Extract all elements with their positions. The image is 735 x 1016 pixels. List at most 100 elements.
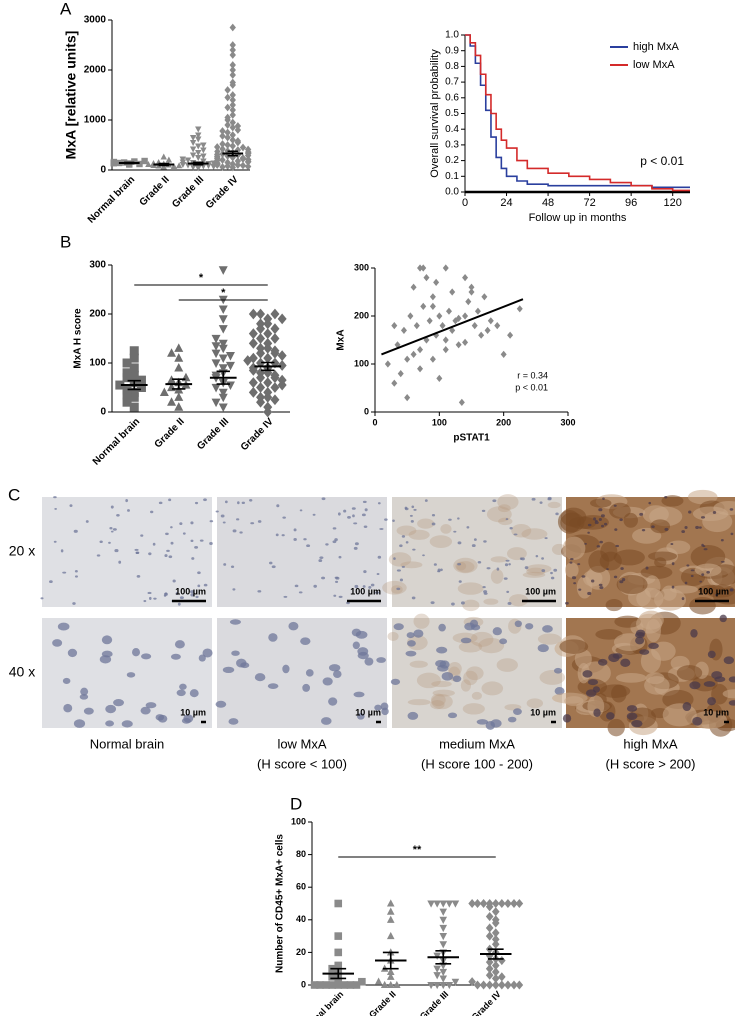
nucleus: [374, 591, 379, 594]
point: [491, 915, 500, 925]
y-tick-label: 0: [100, 407, 106, 418]
point: [491, 928, 500, 938]
point: [462, 312, 469, 320]
point: [485, 923, 494, 933]
nucleus: [135, 551, 140, 554]
stain: [564, 696, 584, 706]
nucleus: [553, 667, 563, 674]
stain: [669, 585, 698, 594]
point: [224, 113, 231, 122]
x-tick-label: Grade IV: [239, 416, 276, 453]
nucleus: [203, 583, 208, 587]
point: [462, 338, 469, 346]
point: [485, 911, 494, 922]
nucleus: [448, 518, 452, 521]
point: [474, 307, 481, 315]
nucleus: [334, 576, 339, 579]
nucleus: [720, 539, 724, 542]
point: [270, 333, 280, 344]
stain: [640, 565, 673, 579]
point: [386, 907, 395, 915]
point: [451, 900, 460, 908]
point: [334, 961, 343, 970]
column-caption: high MxA: [623, 736, 678, 751]
tissue: [217, 497, 387, 607]
point: [245, 148, 252, 156]
point: [439, 975, 448, 983]
x-tick-label: Grade II: [153, 416, 187, 450]
stain: [560, 512, 585, 533]
nucleus: [232, 588, 236, 591]
nucleus: [399, 544, 403, 548]
nucleus: [505, 559, 510, 562]
nucleus: [571, 576, 577, 580]
y-tick-label: 0.9: [445, 45, 459, 56]
column-caption: Normal brain: [90, 736, 164, 751]
nucleus: [363, 570, 367, 574]
point: [229, 101, 236, 109]
nucleus: [565, 601, 569, 605]
scale-bar-label: 10 µm: [355, 707, 381, 717]
nucleus: [62, 677, 71, 685]
nucleus: [703, 548, 708, 551]
nucleus: [621, 578, 626, 582]
stain: [453, 557, 478, 574]
point: [225, 361, 235, 371]
nucleus: [492, 499, 497, 503]
micrograph: 100 µm: [557, 489, 735, 615]
nucleus: [411, 505, 415, 509]
nucleus: [626, 712, 638, 720]
nucleus: [328, 697, 338, 706]
point: [179, 156, 186, 163]
stat-annotation: r = 0.34: [517, 370, 548, 380]
point: [429, 293, 436, 301]
point: [224, 141, 231, 149]
nucleus: [281, 534, 285, 537]
nucleus: [404, 506, 408, 510]
nucleus: [220, 514, 225, 518]
nucleus: [619, 518, 623, 522]
magnification-label: 20 x: [9, 543, 35, 559]
nucleus: [374, 704, 382, 711]
nucleus: [413, 508, 417, 511]
nucleus: [237, 501, 240, 505]
nucleus: [719, 614, 727, 623]
point: [310, 981, 319, 989]
nucleus: [544, 537, 548, 540]
stain: [676, 665, 703, 681]
point: [174, 392, 184, 401]
panel-label: D: [290, 794, 302, 813]
point: [479, 980, 488, 990]
nucleus: [163, 592, 168, 596]
x-tick-label: Grade IV: [204, 174, 241, 211]
y-tick-label: 0.5: [445, 108, 459, 119]
point: [473, 898, 482, 909]
point: [248, 387, 258, 398]
nucleus: [473, 538, 477, 541]
point: [393, 980, 401, 989]
point: [136, 383, 146, 392]
point: [468, 288, 475, 296]
nucleus: [553, 568, 558, 572]
point: [218, 403, 228, 413]
nucleus: [486, 567, 491, 570]
nucleus: [410, 519, 414, 523]
panel-label: A: [60, 0, 72, 18]
nucleus: [53, 540, 57, 543]
nucleus: [199, 539, 204, 542]
nucleus: [150, 510, 154, 514]
nucleus: [602, 497, 605, 500]
y-tick-label: 2000: [84, 65, 107, 76]
significance-label: *: [221, 287, 226, 299]
point: [214, 152, 221, 161]
nucleus: [457, 541, 462, 545]
point: [270, 369, 280, 381]
nucleus: [635, 636, 645, 645]
nucleus: [422, 554, 425, 557]
point: [404, 355, 411, 363]
nucleus: [112, 528, 117, 531]
nucleus: [393, 623, 404, 631]
stain: [471, 691, 482, 700]
point: [384, 360, 391, 368]
nucleus: [333, 670, 342, 678]
